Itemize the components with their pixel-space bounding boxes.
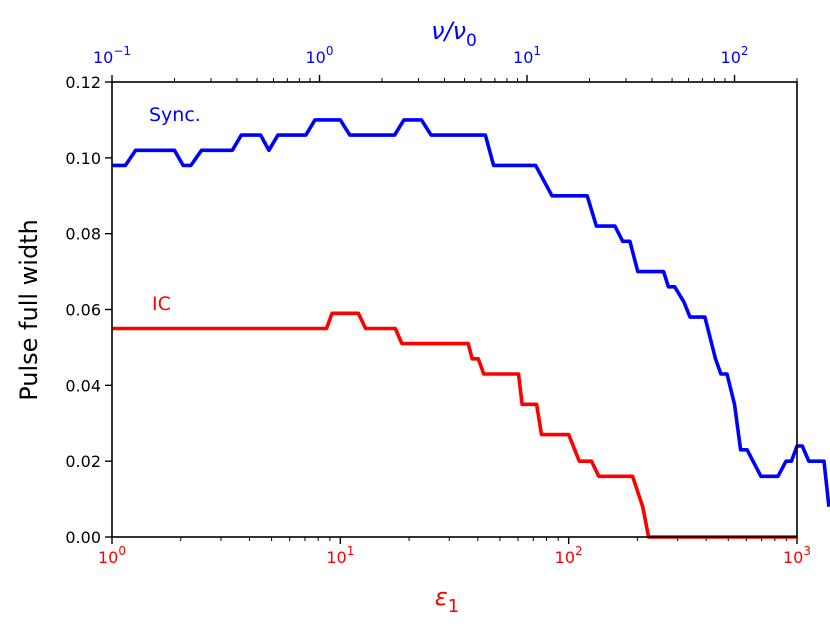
x-axis-label-main: ε bbox=[435, 583, 448, 611]
y-tick-label: 0.06 bbox=[65, 301, 101, 320]
x-tick-label: 100 bbox=[98, 544, 126, 567]
series-line-sync bbox=[112, 118, 830, 507]
y-tick-label: 0.00 bbox=[65, 528, 101, 547]
series-layer bbox=[112, 118, 830, 539]
x2-tick-label: 10−1 bbox=[93, 44, 131, 67]
x-axis-label-sub: 1 bbox=[448, 596, 459, 617]
y-tick-label: 0.08 bbox=[65, 225, 101, 244]
x2-tick-label: 102 bbox=[721, 44, 749, 67]
y-tick-label: 0.02 bbox=[65, 452, 101, 471]
x-tick-label: 101 bbox=[326, 544, 354, 567]
y-tick-label: 0.12 bbox=[65, 73, 101, 92]
x-axis-label: ε1 bbox=[435, 583, 459, 617]
x2-axis-label: ν/ν0 bbox=[431, 17, 477, 51]
x2-tick-label: 101 bbox=[513, 44, 541, 67]
y-tick-label: 0.04 bbox=[65, 376, 101, 395]
x2-axis-label-main: ν/ν bbox=[431, 17, 466, 45]
x2-axis-label-sub: 0 bbox=[466, 31, 477, 51]
plot-frame bbox=[111, 81, 798, 538]
series-label-sync: Sync. bbox=[149, 104, 201, 126]
x-tick-label: 103 bbox=[783, 544, 811, 567]
tick-labels: 100 101 102 103 10−1 100 101 102 0.00 0.02 0.04 0.0… bbox=[65, 44, 811, 567]
series-label-ic: IC bbox=[152, 293, 171, 315]
y-tick-label: 0.10 bbox=[65, 149, 101, 168]
y-axis-label: Pulse full width bbox=[15, 219, 43, 401]
series-line-ic bbox=[112, 311, 797, 539]
x2-tick-label: 100 bbox=[306, 44, 334, 67]
x-tick-label: 102 bbox=[555, 544, 583, 567]
